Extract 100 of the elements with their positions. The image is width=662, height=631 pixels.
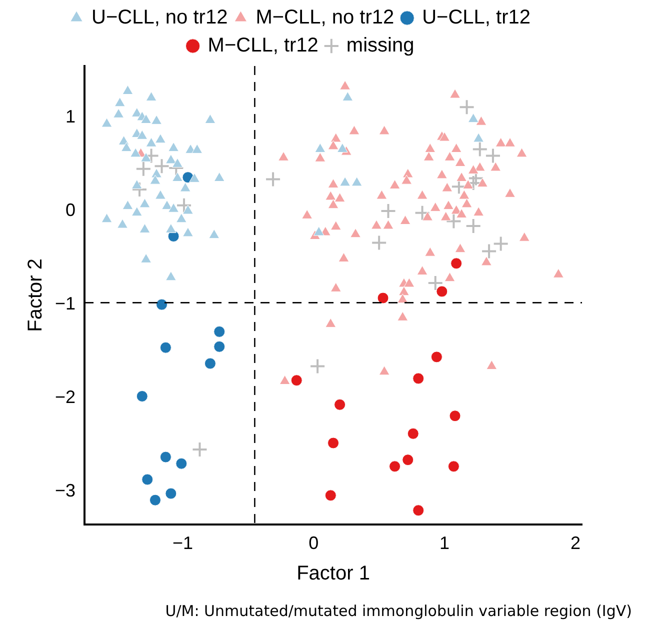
point	[142, 474, 154, 486]
point	[448, 460, 460, 472]
point	[113, 108, 124, 118]
point	[192, 144, 203, 154]
point	[336, 143, 348, 153]
point	[172, 172, 183, 182]
point	[407, 428, 419, 440]
point	[371, 234, 388, 251]
point	[135, 160, 152, 177]
point	[484, 148, 501, 164]
point	[114, 97, 126, 107]
point	[473, 132, 484, 142]
point	[176, 213, 187, 223]
legend-label: M−CLL, tr12	[208, 34, 318, 57]
point	[130, 148, 142, 158]
point	[214, 340, 226, 352]
point	[290, 374, 302, 386]
point	[132, 181, 148, 198]
point	[155, 190, 166, 200]
x-tick-label: 2	[570, 533, 580, 554]
point	[472, 141, 488, 158]
point	[351, 176, 362, 186]
point	[140, 253, 152, 263]
point	[160, 342, 172, 354]
point	[165, 223, 176, 233]
x-tick-label: 0	[308, 533, 319, 554]
point	[162, 200, 172, 210]
y-tick-label: −1	[54, 294, 76, 314]
point	[458, 99, 475, 116]
point	[155, 134, 166, 144]
legend-label: missing	[346, 34, 414, 57]
y-tick-label: −3	[54, 480, 76, 501]
point	[204, 358, 216, 370]
point	[140, 114, 152, 124]
point	[334, 398, 346, 410]
point	[324, 490, 336, 502]
y-tick-label: −2	[54, 387, 76, 408]
point	[131, 206, 142, 216]
point	[160, 451, 172, 463]
point	[204, 114, 216, 124]
point	[450, 258, 462, 270]
point	[314, 143, 326, 153]
point	[165, 488, 177, 500]
point	[189, 172, 200, 182]
point	[150, 174, 161, 184]
point	[427, 275, 444, 292]
x-axis-title: Factor 1	[296, 562, 370, 585]
point	[449, 410, 461, 422]
point	[313, 226, 324, 236]
point	[151, 114, 162, 124]
point	[208, 229, 220, 239]
point	[328, 437, 340, 449]
point	[176, 458, 188, 470]
point	[101, 118, 112, 128]
point	[214, 172, 225, 182]
point	[165, 154, 176, 164]
point	[380, 203, 396, 220]
point	[342, 92, 354, 102]
point	[165, 271, 176, 281]
point	[146, 92, 157, 102]
point	[310, 358, 326, 374]
legend-label: U−CLL, no tr12	[92, 6, 228, 29]
point	[146, 137, 157, 147]
point	[101, 213, 112, 223]
y-tick-label: 1	[66, 106, 76, 126]
point	[168, 160, 184, 176]
point	[468, 113, 479, 123]
y-tick-label: 0	[66, 200, 76, 220]
point	[182, 204, 194, 214]
point	[172, 158, 183, 168]
point	[182, 227, 194, 237]
point	[149, 494, 161, 506]
point	[154, 158, 170, 174]
point	[481, 243, 498, 260]
point	[139, 223, 150, 233]
text: U/M: Unmutated/mutated immonglobulin variable region (IgV)	[164, 602, 632, 620]
point	[176, 197, 192, 214]
legend-label: U−CLL, tr12	[422, 6, 530, 29]
point	[430, 351, 442, 363]
point	[214, 326, 226, 338]
point	[412, 504, 424, 516]
point	[122, 200, 134, 210]
point	[492, 236, 509, 252]
point	[131, 179, 142, 189]
point	[414, 204, 430, 221]
point	[140, 152, 152, 162]
point	[120, 142, 132, 152]
point	[265, 171, 282, 188]
point	[136, 390, 148, 402]
point	[117, 218, 128, 228]
point	[389, 460, 401, 472]
point	[402, 454, 414, 466]
point	[377, 292, 389, 304]
x-tick-label: −1	[172, 533, 193, 554]
point	[168, 142, 179, 152]
point	[465, 218, 482, 234]
point	[136, 130, 148, 140]
point	[340, 176, 350, 186]
point	[446, 213, 462, 230]
point	[412, 372, 424, 384]
